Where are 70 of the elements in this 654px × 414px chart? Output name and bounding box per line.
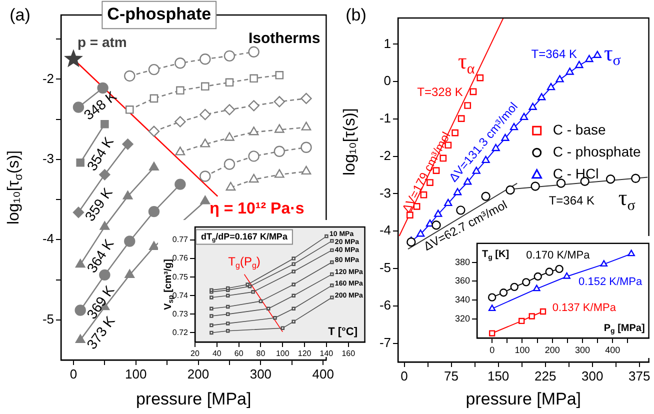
annotation: T=364 K: [531, 46, 577, 61]
annotation: 0.152 K/MPa: [578, 276, 644, 288]
x-tick-label: 300: [574, 344, 590, 355]
y-tick-label: 0.75: [172, 272, 189, 282]
x-tick-label: 160: [342, 349, 356, 358]
x-tick-label: 75: [444, 368, 459, 384]
y-tick-label: -2: [42, 70, 54, 86]
y-tick-label: 0.73: [172, 309, 189, 318]
legend-label: C - phosphate: [552, 144, 642, 160]
y-tick-label: 0.76: [172, 254, 189, 263]
y-axis-title: log₁₀[τ(s)]: [341, 108, 358, 176]
x-tick-label: 100: [276, 349, 290, 358]
y-tick-label: 320: [454, 314, 470, 324]
x-tick-label: 0: [70, 366, 78, 382]
y-tick-label: 380: [454, 256, 470, 267]
y-tick-label: -4: [379, 222, 391, 238]
y-tick-label: -3: [379, 185, 391, 200]
x-tick-label: 375: [628, 368, 650, 384]
x-tick-label: 300: [250, 366, 272, 382]
legend-label: C - base: [552, 122, 606, 138]
x-tick-label: 120: [298, 349, 312, 358]
y-tick-label: -3: [42, 150, 54, 166]
text: 354 K: [83, 133, 117, 174]
annotation: T=364 K: [548, 194, 595, 208]
text: (a): [10, 6, 30, 25]
y-tick-label: 1: [384, 36, 391, 51]
y-tick-label: -5: [42, 311, 54, 326]
x-tick-label: 100: [125, 366, 147, 382]
series-label: η = 10¹² Pa·s: [210, 200, 304, 218]
y-tick-label: 0: [384, 73, 391, 88]
x-axis-title: T [°C]: [328, 326, 358, 338]
text: 364 K: [83, 236, 118, 276]
annotation: T=328 K: [417, 84, 463, 99]
x-axis-title: pressure [MPa]: [466, 390, 582, 409]
y-tick-label: 360: [454, 276, 470, 286]
x-tick-label: 40: [212, 349, 222, 358]
x-tick-label: 150: [487, 368, 510, 384]
y-axis-title: log₁₀[τσ(s)]: [5, 150, 25, 225]
x-tick-label: 200: [187, 366, 210, 382]
text: 359 K: [81, 184, 116, 224]
y-tick-label: 0.77: [172, 235, 189, 244]
x-tick-label: 225: [534, 368, 556, 384]
annotation: Isotherms: [248, 30, 320, 48]
x-tick-label: 20: [190, 349, 200, 358]
annotation: 0.170 K/MPa: [526, 250, 591, 262]
y-tick-label: 340: [454, 294, 470, 305]
annotation: 0.137 K/MPa: [552, 302, 617, 314]
y-tick-label: -7: [379, 334, 391, 350]
chart-title: C-phosphate: [107, 4, 212, 24]
x-tick-label: 300: [582, 368, 604, 384]
x-tick-label: 140: [320, 349, 334, 358]
x-axis-title: pressure [MPa]: [136, 390, 252, 409]
x-tick-label: 0: [490, 344, 495, 355]
series-label: p = atm: [77, 34, 127, 50]
x-tick-label: 200: [544, 344, 560, 355]
x-tick-label: 80: [256, 349, 266, 358]
text: (b): [346, 6, 366, 25]
y-tick-label: -6: [379, 297, 391, 312]
x-tick-label: 60: [234, 349, 244, 358]
legend-label: C - HCl: [552, 166, 599, 182]
text: 348 K: [80, 87, 120, 124]
x-tick-label: 0: [400, 368, 408, 384]
x-tick-label: 400: [312, 366, 334, 382]
y-tick-label: -4: [42, 231, 54, 246]
y-tick-label: -2: [379, 148, 391, 163]
y-tick-label: 0.72: [172, 328, 189, 337]
y-tick-label: -1: [379, 110, 391, 126]
y-tick-label: -5: [379, 260, 391, 276]
x-tick-label: 400: [605, 344, 620, 355]
x-tick-label: 100: [514, 344, 530, 355]
